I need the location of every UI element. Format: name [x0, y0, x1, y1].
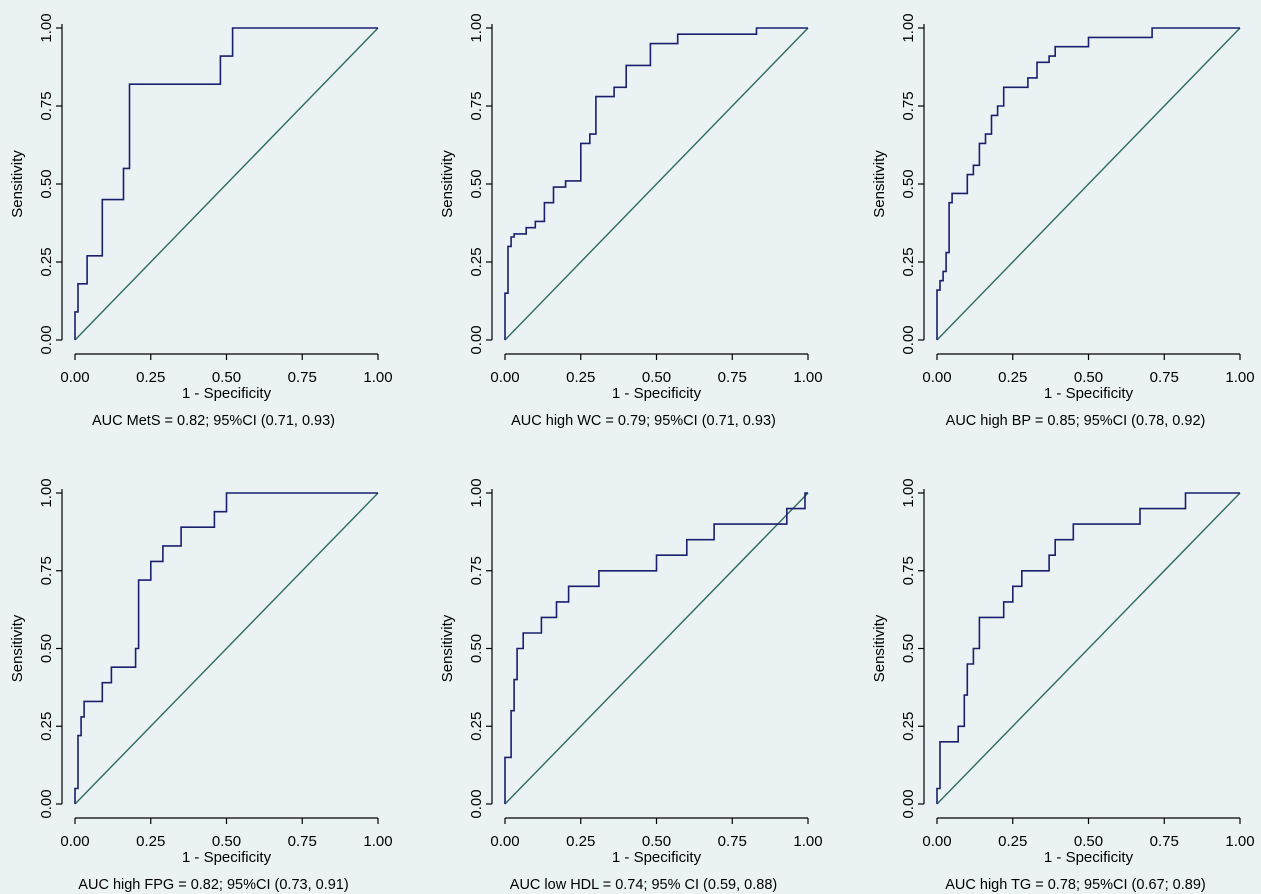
x-tick-label: 0.25 — [566, 369, 595, 386]
x-axis-title: 1 - Specificity — [1044, 849, 1134, 866]
y-tick-label: 0.75 — [900, 556, 917, 585]
x-tick-label: 0.00 — [490, 369, 519, 386]
roc-panel: 0.00 0.25 0.50 0.75 1.00 0.00 0.25 0.50 0.75 1.00… — [871, 478, 1255, 893]
y-tick-label: 0.50 — [468, 169, 485, 198]
x-axis-title: 1 - Specificity — [182, 849, 272, 866]
x-axis-title: 1 - Specificity — [182, 385, 272, 402]
y-tick-label: 0.75 — [468, 91, 485, 120]
roc-curve-line — [74, 27, 378, 340]
x-tick-label: 0.75 — [718, 369, 747, 386]
roc-curve-line — [504, 492, 808, 804]
roc-curve-line — [74, 492, 378, 804]
x-tick-label: 0.00 — [60, 369, 89, 386]
y-tick-label: 0.25 — [38, 712, 55, 741]
roc-curve-line — [504, 27, 808, 340]
x-tick-label: 0.25 — [998, 833, 1027, 850]
y-tick-label: 1.00 — [38, 13, 55, 42]
x-tick-label: 0.00 — [922, 833, 951, 850]
x-tick-label: 0.00 — [490, 833, 519, 850]
x-tick-label: 0.75 — [718, 833, 747, 850]
x-tick-label: 0.25 — [566, 833, 595, 850]
y-tick-label: 0.50 — [38, 169, 55, 198]
y-axis-title: Sensitivity — [439, 614, 456, 682]
reference-diagonal-line — [936, 27, 1241, 341]
y-tick-label: 0.25 — [900, 247, 917, 276]
y-tick-label: 0.50 — [38, 634, 55, 663]
y-tick-label: 0.00 — [468, 789, 485, 818]
x-tick-label: 1.00 — [1225, 369, 1254, 386]
y-tick-label: 0.25 — [900, 712, 917, 741]
x-tick-label: 1.00 — [1225, 833, 1254, 850]
x-tick-label: 0.50 — [212, 833, 241, 850]
x-tick-label: 0.50 — [1074, 833, 1103, 850]
x-tick-label: 1.00 — [793, 369, 822, 386]
y-tick-label: 0.25 — [468, 247, 485, 276]
x-axis-title: 1 - Specificity — [1044, 385, 1134, 402]
y-tick-label: 0.50 — [468, 634, 485, 663]
reference-diagonal-line — [74, 492, 379, 805]
y-tick-label: 1.00 — [38, 478, 55, 507]
x-tick-label: 0.50 — [642, 369, 671, 386]
y-tick-label: 0.75 — [38, 556, 55, 585]
x-tick-label: 1.00 — [793, 833, 822, 850]
auc-caption: AUC high WC = 0.79; 95%CI (0.71, 0.93) — [511, 413, 776, 429]
x-tick-label: 0.00 — [60, 833, 89, 850]
y-axis-title: Sensitivity — [871, 150, 888, 218]
y-tick-label: 1.00 — [900, 478, 917, 507]
y-tick-label: 0.00 — [468, 325, 485, 354]
reference-diagonal-line — [504, 492, 809, 805]
y-tick-label: 1.00 — [468, 478, 485, 507]
reference-diagonal-line — [504, 27, 809, 341]
roc-curve-line — [936, 27, 1240, 340]
x-tick-label: 0.75 — [1150, 833, 1179, 850]
x-tick-label: 0.00 — [922, 369, 951, 386]
auc-caption: AUC high TG = 0.78; 95%CI (0.67; 0.89) — [945, 877, 1205, 893]
auc-caption: AUC high BP = 0.85; 95%CI (0.78, 0.92) — [946, 413, 1206, 429]
x-tick-label: 0.75 — [1150, 369, 1179, 386]
x-tick-label: 1.00 — [363, 369, 392, 386]
y-tick-label: 0.00 — [900, 789, 917, 818]
y-tick-label: 0.00 — [900, 325, 917, 354]
roc-panel: 0.00 0.25 0.50 0.75 1.00 0.00 0.25 0.50 0.75 1.00… — [9, 478, 393, 893]
x-axis-title: 1 - Specificity — [612, 849, 702, 866]
y-axis-title: Sensitivity — [871, 614, 888, 682]
reference-diagonal-line — [936, 492, 1241, 805]
y-tick-label: 0.75 — [38, 91, 55, 120]
roc-panel: 0.00 0.25 0.50 0.75 1.00 0.00 0.25 0.50 0.75 1.00… — [439, 13, 823, 429]
roc-panel: 0.00 0.25 0.50 0.75 1.00 0.00 0.25 0.50 0.75 1.00… — [9, 13, 393, 429]
x-tick-label: 0.50 — [1074, 369, 1103, 386]
y-axis-title: Sensitivity — [9, 614, 26, 682]
y-tick-label: 0.75 — [468, 556, 485, 585]
x-tick-label: 0.50 — [212, 369, 241, 386]
roc-curve-line — [936, 492, 1240, 804]
y-tick-label: 0.00 — [38, 789, 55, 818]
x-tick-label: 0.25 — [136, 833, 165, 850]
y-tick-label: 0.50 — [900, 169, 917, 198]
auc-caption: AUC MetS = 0.82; 95%CI (0.71, 0.93) — [92, 413, 335, 429]
y-tick-label: 1.00 — [468, 13, 485, 42]
x-tick-label: 0.75 — [288, 369, 317, 386]
roc-panel: 0.00 0.25 0.50 0.75 1.00 0.00 0.25 0.50 0.75 1.00… — [439, 478, 823, 893]
y-tick-label: 0.25 — [468, 712, 485, 741]
auc-caption: AUC high FPG = 0.82; 95%CI (0.73, 0.91) — [78, 877, 348, 893]
reference-diagonal-line — [74, 27, 379, 341]
y-tick-label: 0.00 — [38, 325, 55, 354]
x-axis-title: 1 - Specificity — [612, 385, 702, 402]
x-tick-label: 0.25 — [136, 369, 165, 386]
y-tick-label: 0.75 — [900, 91, 917, 120]
y-tick-label: 1.00 — [900, 13, 917, 42]
y-axis-title: Sensitivity — [9, 150, 26, 218]
x-tick-label: 0.75 — [288, 833, 317, 850]
roc-panel: 0.00 0.25 0.50 0.75 1.00 0.00 0.25 0.50 0.75 1.00… — [871, 13, 1255, 429]
y-axis-title: Sensitivity — [439, 150, 456, 218]
x-tick-label: 0.50 — [642, 833, 671, 850]
y-tick-label: 0.25 — [38, 247, 55, 276]
x-tick-label: 0.25 — [998, 369, 1027, 386]
x-tick-label: 1.00 — [363, 833, 392, 850]
auc-caption: AUC low HDL = 0.74; 95% CI (0.59, 0.88) — [510, 877, 777, 893]
y-tick-label: 0.50 — [900, 634, 917, 663]
